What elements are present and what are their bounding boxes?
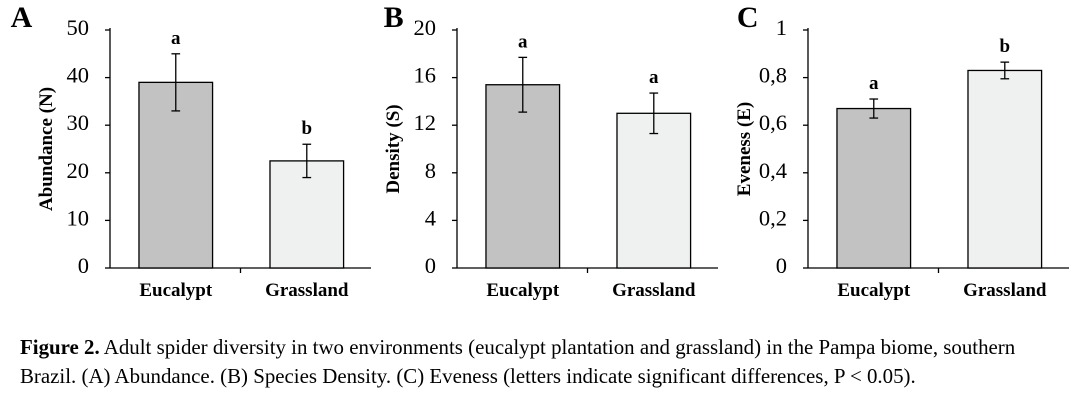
svg-text:a: a [649,67,659,88]
svg-text:40: 40 [67,63,90,88]
svg-text:Eucalypt: Eucalypt [837,280,911,301]
svg-text:b: b [999,36,1010,57]
svg-text:Grassland: Grassland [265,280,349,301]
svg-text:Eucalypt: Eucalypt [139,280,213,301]
svg-text:12: 12 [413,110,436,135]
svg-text:0: 0 [78,253,89,278]
svg-text:b: b [302,118,313,139]
svg-text:B: B [383,1,403,34]
svg-text:20: 20 [67,158,90,183]
svg-text:8: 8 [424,158,435,183]
svg-text:C: C [737,1,759,34]
svg-text:50: 50 [67,15,90,40]
svg-text:10: 10 [67,205,90,230]
svg-text:0,6: 0,6 [759,110,787,135]
svg-text:Grassland: Grassland [612,280,696,301]
svg-text:30: 30 [67,110,90,135]
svg-text:Eucalypt: Eucalypt [486,280,560,301]
svg-text:4: 4 [424,205,435,230]
svg-text:0,4: 0,4 [759,158,787,183]
svg-text:a: a [869,73,879,94]
svg-text:a: a [518,31,528,52]
svg-text:0: 0 [424,253,435,278]
svg-text:Abundance (N): Abundance (N) [36,87,57,211]
svg-text:A: A [11,1,33,34]
svg-text:16: 16 [413,63,436,88]
svg-text:20: 20 [413,15,436,40]
svg-text:Grassland: Grassland [963,280,1047,301]
svg-text:Eveness (E): Eveness (E) [734,102,755,196]
svg-text:0: 0 [776,253,787,278]
svg-text:0,8: 0,8 [759,63,787,88]
svg-text:a: a [171,28,181,49]
svg-text:1: 1 [776,15,787,40]
svg-text:0,2: 0,2 [759,205,787,230]
svg-text:Density (S): Density (S) [383,104,404,193]
